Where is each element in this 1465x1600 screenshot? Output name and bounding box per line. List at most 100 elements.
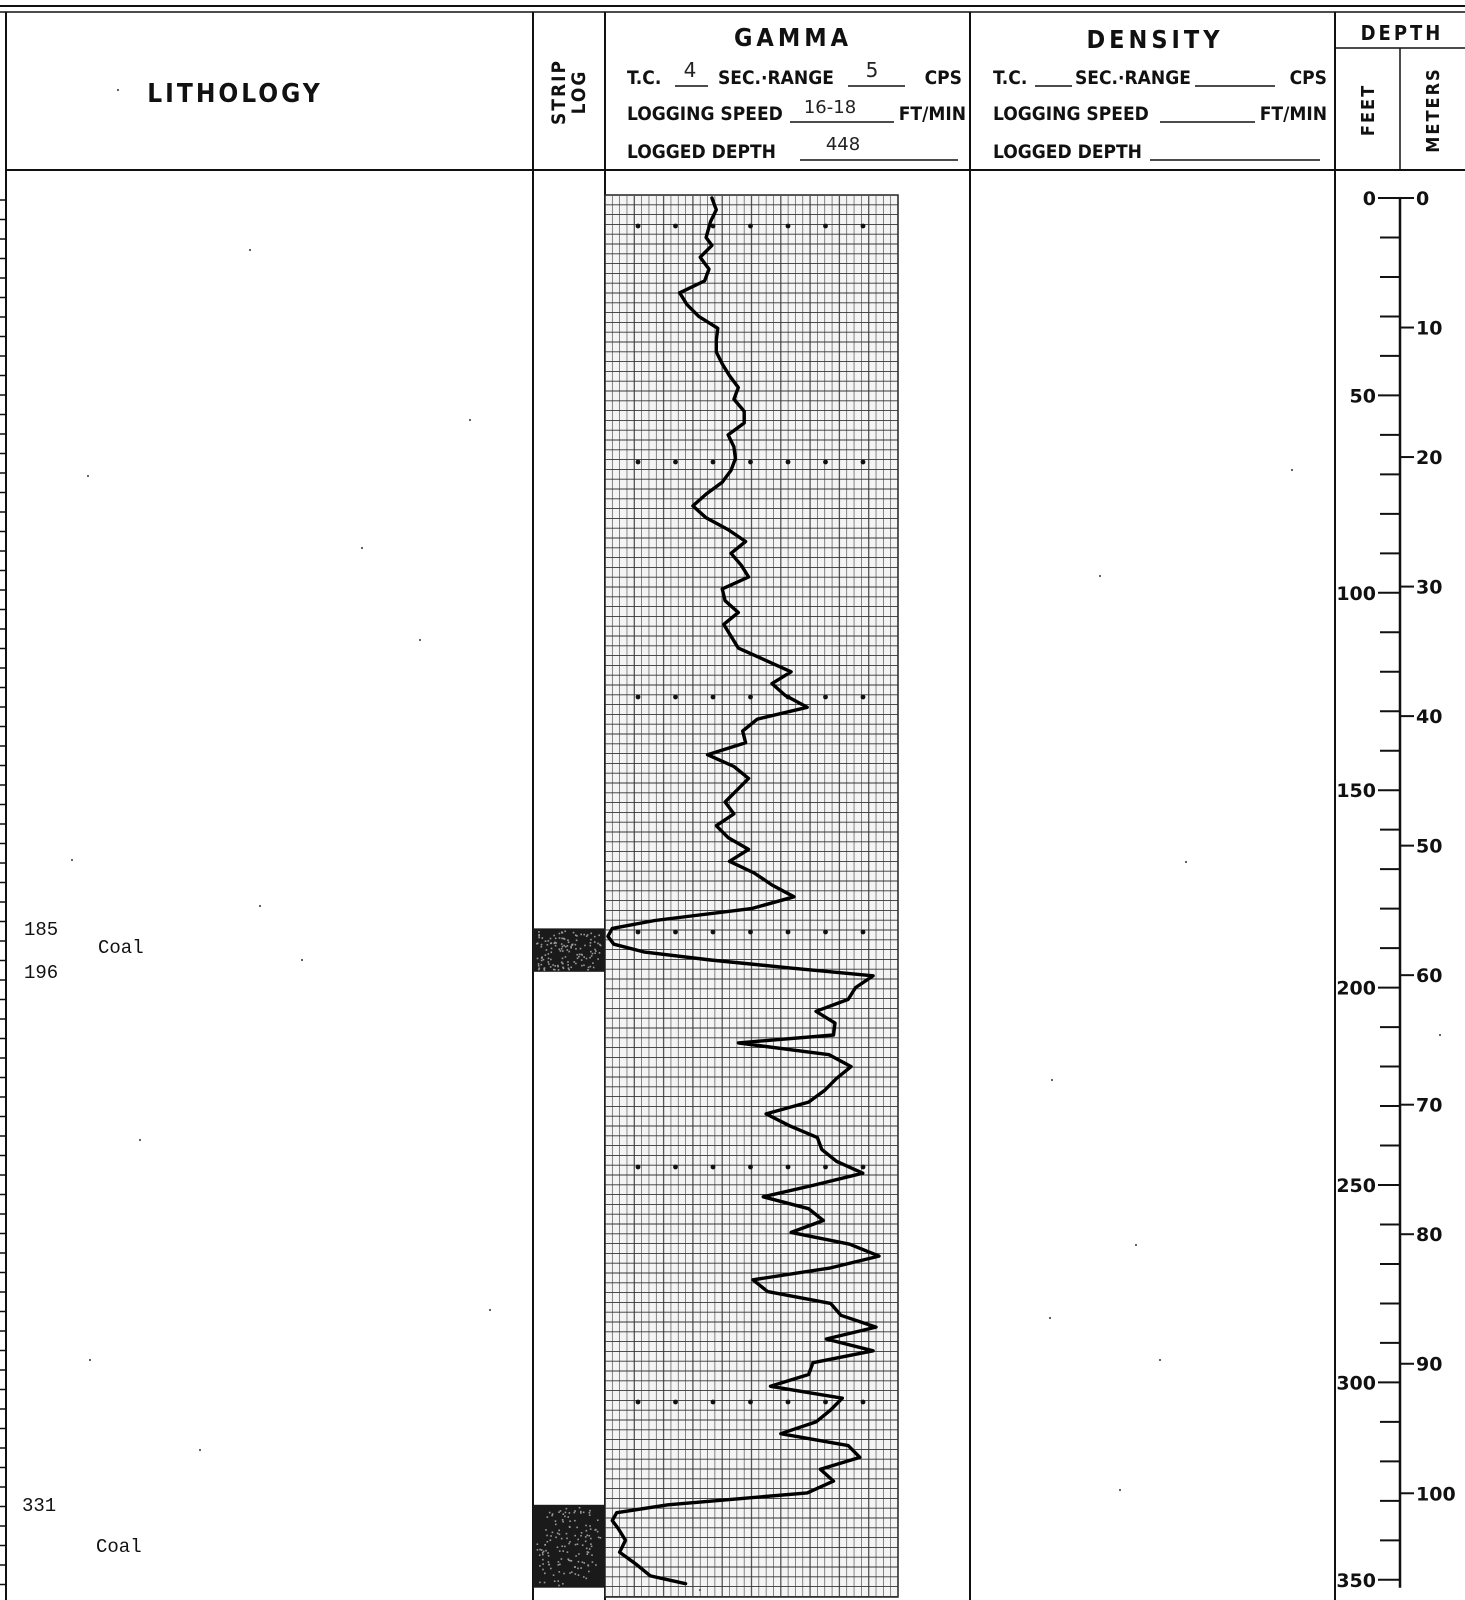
coal-speck — [538, 934, 540, 937]
coal-speck — [586, 934, 589, 936]
coal-speck — [574, 934, 577, 937]
coal-speck — [561, 1545, 564, 1548]
feet-ticks — [1378, 197, 1400, 1581]
strip-log-blocks — [533, 928, 605, 1588]
coal-speck — [537, 963, 540, 965]
coal-speck — [598, 952, 601, 954]
strip-log-title-line2: LOG — [568, 70, 590, 115]
coal-speck — [538, 931, 540, 933]
coal-speck — [567, 964, 569, 966]
coal-speck — [578, 953, 581, 956]
coal-speck — [546, 1516, 549, 1518]
coal-speck — [590, 950, 592, 953]
speck-0 — [116, 88, 120, 92]
coal-speck — [564, 1545, 566, 1548]
coal-speck — [597, 942, 599, 945]
coal-speck — [542, 1563, 544, 1565]
coal-speck — [567, 961, 569, 963]
coal-speck — [592, 962, 594, 964]
coal-speck — [585, 1529, 588, 1532]
meter-label-80: 80 — [1416, 1224, 1442, 1246]
speck-13 — [1098, 574, 1102, 578]
coal-speck — [587, 968, 589, 971]
coal-speck — [591, 1561, 594, 1563]
coal-speck — [536, 1543, 539, 1546]
coal-speck — [550, 942, 553, 944]
coal-speck — [562, 967, 565, 970]
coal-speck — [578, 1553, 580, 1555]
coal-speck — [580, 933, 582, 936]
coal-speck — [550, 958, 552, 961]
coal-speck — [536, 942, 538, 945]
gamma-logged-depth-label: LOGGED DEPTH — [627, 141, 776, 163]
coal-speck — [562, 966, 564, 969]
coal-speck — [547, 1561, 550, 1563]
lithology-bottom-1: 196 — [24, 962, 58, 984]
coal-speck — [583, 933, 585, 936]
coal-speck — [574, 1534, 576, 1537]
gamma-logged-depth-value: 448 — [826, 134, 860, 155]
lithology-name-1: Coal — [98, 937, 144, 959]
coal-speck — [578, 955, 580, 958]
coal-speck — [574, 1573, 577, 1575]
coal-speck — [547, 957, 550, 960]
feet-label-300: 300 — [1336, 1372, 1376, 1394]
coal-speck — [546, 943, 549, 946]
density-sec-range-label: SEC.·RANGE — [1075, 67, 1191, 89]
coal-speck — [540, 959, 543, 962]
coal-speck — [570, 966, 573, 969]
coal-speck — [590, 955, 593, 957]
speck-20 — [1118, 1488, 1122, 1492]
coal-speck — [589, 965, 592, 968]
lithology-top-2: 331 — [22, 1495, 56, 1517]
coal-speck — [571, 943, 574, 946]
coal-speck — [585, 1577, 588, 1580]
coal-speck — [589, 1525, 591, 1527]
speck-10 — [488, 1308, 492, 1312]
chart-dot-rows — [635, 223, 866, 1405]
coal-speck — [577, 1538, 579, 1541]
speck-15 — [1050, 1078, 1054, 1082]
coal-speck — [582, 1576, 585, 1578]
coal-speck — [556, 1546, 559, 1549]
meter-label-30: 30 — [1416, 577, 1442, 599]
feet-label-200: 200 — [1336, 978, 1376, 1000]
coal-speck — [594, 948, 596, 951]
coal-speck — [557, 1580, 560, 1582]
coal-speck — [574, 1510, 576, 1512]
coal-speck — [569, 1541, 571, 1543]
coal-speck — [581, 1561, 584, 1564]
coal-speck — [553, 968, 556, 971]
speck-2 — [360, 546, 364, 550]
coal-speck — [542, 1568, 544, 1571]
coal-speck — [587, 1564, 589, 1566]
coal-speck — [545, 949, 548, 951]
coal-speck — [584, 944, 586, 947]
coal-speck — [557, 965, 559, 968]
coal-speck — [549, 966, 552, 968]
coal-speck — [562, 1520, 564, 1523]
speck-22 — [198, 1448, 202, 1452]
coal-speck — [596, 1519, 599, 1522]
gamma-cps-label: CPS — [925, 67, 962, 89]
coal-speck — [545, 1529, 547, 1531]
gamma-curve — [606, 196, 881, 1586]
coal-speck — [552, 964, 554, 966]
depth-title: DEPTH — [1361, 21, 1444, 45]
coal-speck — [569, 1520, 571, 1523]
coal-speck — [590, 938, 592, 941]
coal-speck — [561, 950, 564, 952]
coal-speck — [568, 1526, 571, 1528]
coal-speck — [547, 961, 550, 963]
meters-label: METERS — [1423, 67, 1444, 152]
coal-speck — [556, 1532, 559, 1535]
coal-speck — [554, 965, 557, 967]
coal-speck — [568, 1559, 570, 1562]
gamma-tc-label: T.C. — [627, 67, 661, 89]
coal-speck — [554, 941, 556, 944]
coal-speck — [554, 1520, 557, 1522]
density-title: DENSITY — [1086, 25, 1223, 54]
coal-speck — [542, 1550, 545, 1553]
speck-12 — [1290, 468, 1294, 472]
